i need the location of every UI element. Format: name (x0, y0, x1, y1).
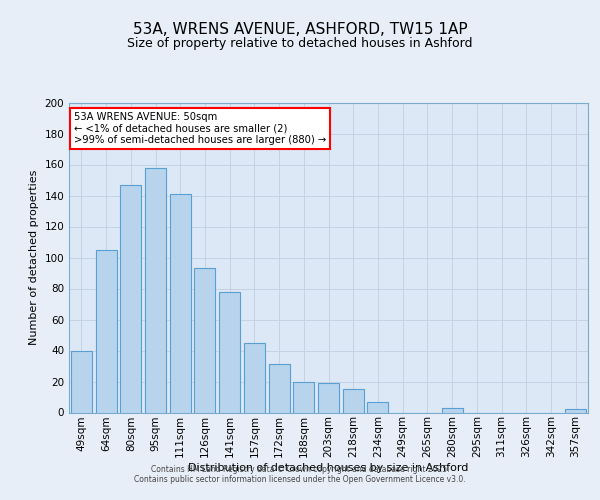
Bar (71, 350, 92, 412)
Bar (194, 268, 215, 412)
Bar (343, 389, 364, 412)
Bar (170, 194, 191, 412)
Bar (367, 402, 388, 412)
Bar (293, 382, 314, 412)
Bar (442, 408, 463, 412)
Text: Size of property relative to detached houses in Ashford: Size of property relative to detached ho… (127, 38, 473, 51)
Bar (95, 250, 116, 412)
Bar (244, 343, 265, 412)
Bar (120, 184, 141, 412)
Bar (219, 292, 240, 412)
Bar (269, 364, 290, 412)
Text: 53A, WRENS AVENUE, ASHFORD, TW15 1AP: 53A, WRENS AVENUE, ASHFORD, TW15 1AP (133, 22, 467, 38)
Text: Contains public sector information licensed under the Open Government Licence v3: Contains public sector information licen… (134, 476, 466, 484)
Bar (145, 168, 166, 412)
Bar (565, 410, 586, 412)
X-axis label: Distribution of detached houses by size in Ashford: Distribution of detached houses by size … (188, 463, 469, 473)
Text: Contains HM Land Registry data © Crown copyright and database right 2025.: Contains HM Land Registry data © Crown c… (151, 466, 449, 474)
Text: 53A WRENS AVENUE: 50sqm
← <1% of detached houses are smaller (2)
>99% of semi-de: 53A WRENS AVENUE: 50sqm ← <1% of detache… (74, 112, 326, 145)
Bar (318, 383, 339, 412)
Y-axis label: Number of detached properties: Number of detached properties (29, 170, 39, 345)
